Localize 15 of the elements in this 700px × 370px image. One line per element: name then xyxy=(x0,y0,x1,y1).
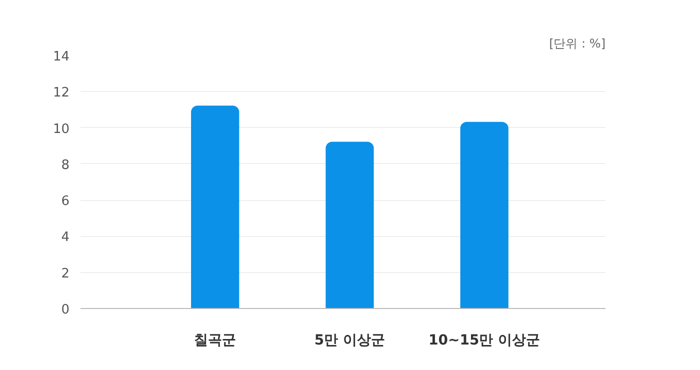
y-tick-label: 14 xyxy=(52,50,70,64)
bar xyxy=(191,106,240,308)
y-tick-label: 2 xyxy=(61,266,70,282)
text: [단위 : %] xyxy=(549,36,606,50)
x-tick-label: 칠곡군 xyxy=(194,332,236,348)
bar xyxy=(326,142,374,308)
y-tick-label: 8 xyxy=(61,158,70,173)
x-tick-label: 10~15만 이상군 xyxy=(428,332,540,348)
x-tick-label: 5만 이상군 xyxy=(314,332,386,348)
y-tick-label: 6 xyxy=(61,194,70,210)
y-tick-label: 0 xyxy=(61,302,70,318)
y-tick-label: 4 xyxy=(61,230,70,246)
y-tick-label: 10 xyxy=(52,122,70,137)
y-tick-label: 12 xyxy=(52,86,70,101)
bar xyxy=(460,122,508,308)
